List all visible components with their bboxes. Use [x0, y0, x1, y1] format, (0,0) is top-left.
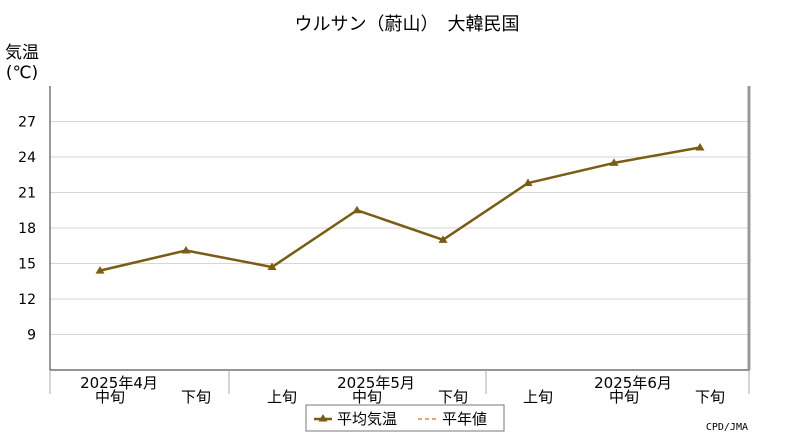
y-tick-labels: 9 12 15 18 21 24 27	[18, 115, 36, 344]
series-lines	[95, 143, 705, 274]
y-tick-label: 15	[18, 257, 36, 273]
y-tick-label: 27	[18, 115, 36, 131]
x-tick-label: 下旬	[181, 388, 211, 406]
series-line	[99, 146, 701, 272]
data-point	[609, 158, 619, 166]
data-point	[95, 266, 105, 274]
x-month-label: 2025年4月	[80, 374, 158, 392]
legend-box	[305, 404, 505, 432]
y-tick-label: 18	[18, 221, 36, 237]
x-tick-label: 中旬	[352, 388, 382, 406]
y-tick-label: 12	[18, 292, 36, 308]
x-tick-label: 中旬	[609, 388, 639, 406]
data-point	[695, 143, 705, 151]
data-point	[352, 205, 362, 214]
y-axis-label: 気温	[5, 43, 39, 63]
plot-frame	[49, 86, 751, 394]
legend-label-average: 平均気温	[337, 410, 397, 428]
x-tick-labels: 中旬 下旬 上旬 中旬 下旬 上旬 中旬 下旬 2025年4月 2025年5月 2025年6月	[80, 374, 725, 406]
chart-title: ウルサン（蔚山） 大韓民国	[295, 14, 520, 35]
x-tick-label: 下旬	[695, 388, 725, 406]
y-axis-unit: (℃)	[6, 63, 38, 83]
y-tick-label: 9	[27, 328, 36, 344]
data-point	[438, 235, 448, 243]
x-month-label: 2025年5月	[337, 374, 415, 392]
x-tick-label: 上旬	[267, 388, 297, 406]
x-month-label: 2025年6月	[594, 374, 672, 392]
data-point	[267, 262, 277, 271]
data-point	[523, 178, 533, 187]
legend-label-normal: 平年値	[442, 410, 487, 428]
x-tick-label: 下旬	[438, 388, 468, 406]
y-tick-label: 21	[18, 186, 36, 202]
credit-label: CPD/JMA	[706, 422, 748, 433]
data-point	[181, 245, 191, 254]
legend: 平均気温 平年値	[305, 404, 505, 432]
legend-marker-average	[318, 414, 328, 422]
x-tick-label: 中旬	[95, 388, 125, 406]
y-tick-label: 24	[18, 150, 36, 166]
grid-lines	[50, 121, 749, 335]
x-tick-label: 上旬	[523, 388, 553, 406]
